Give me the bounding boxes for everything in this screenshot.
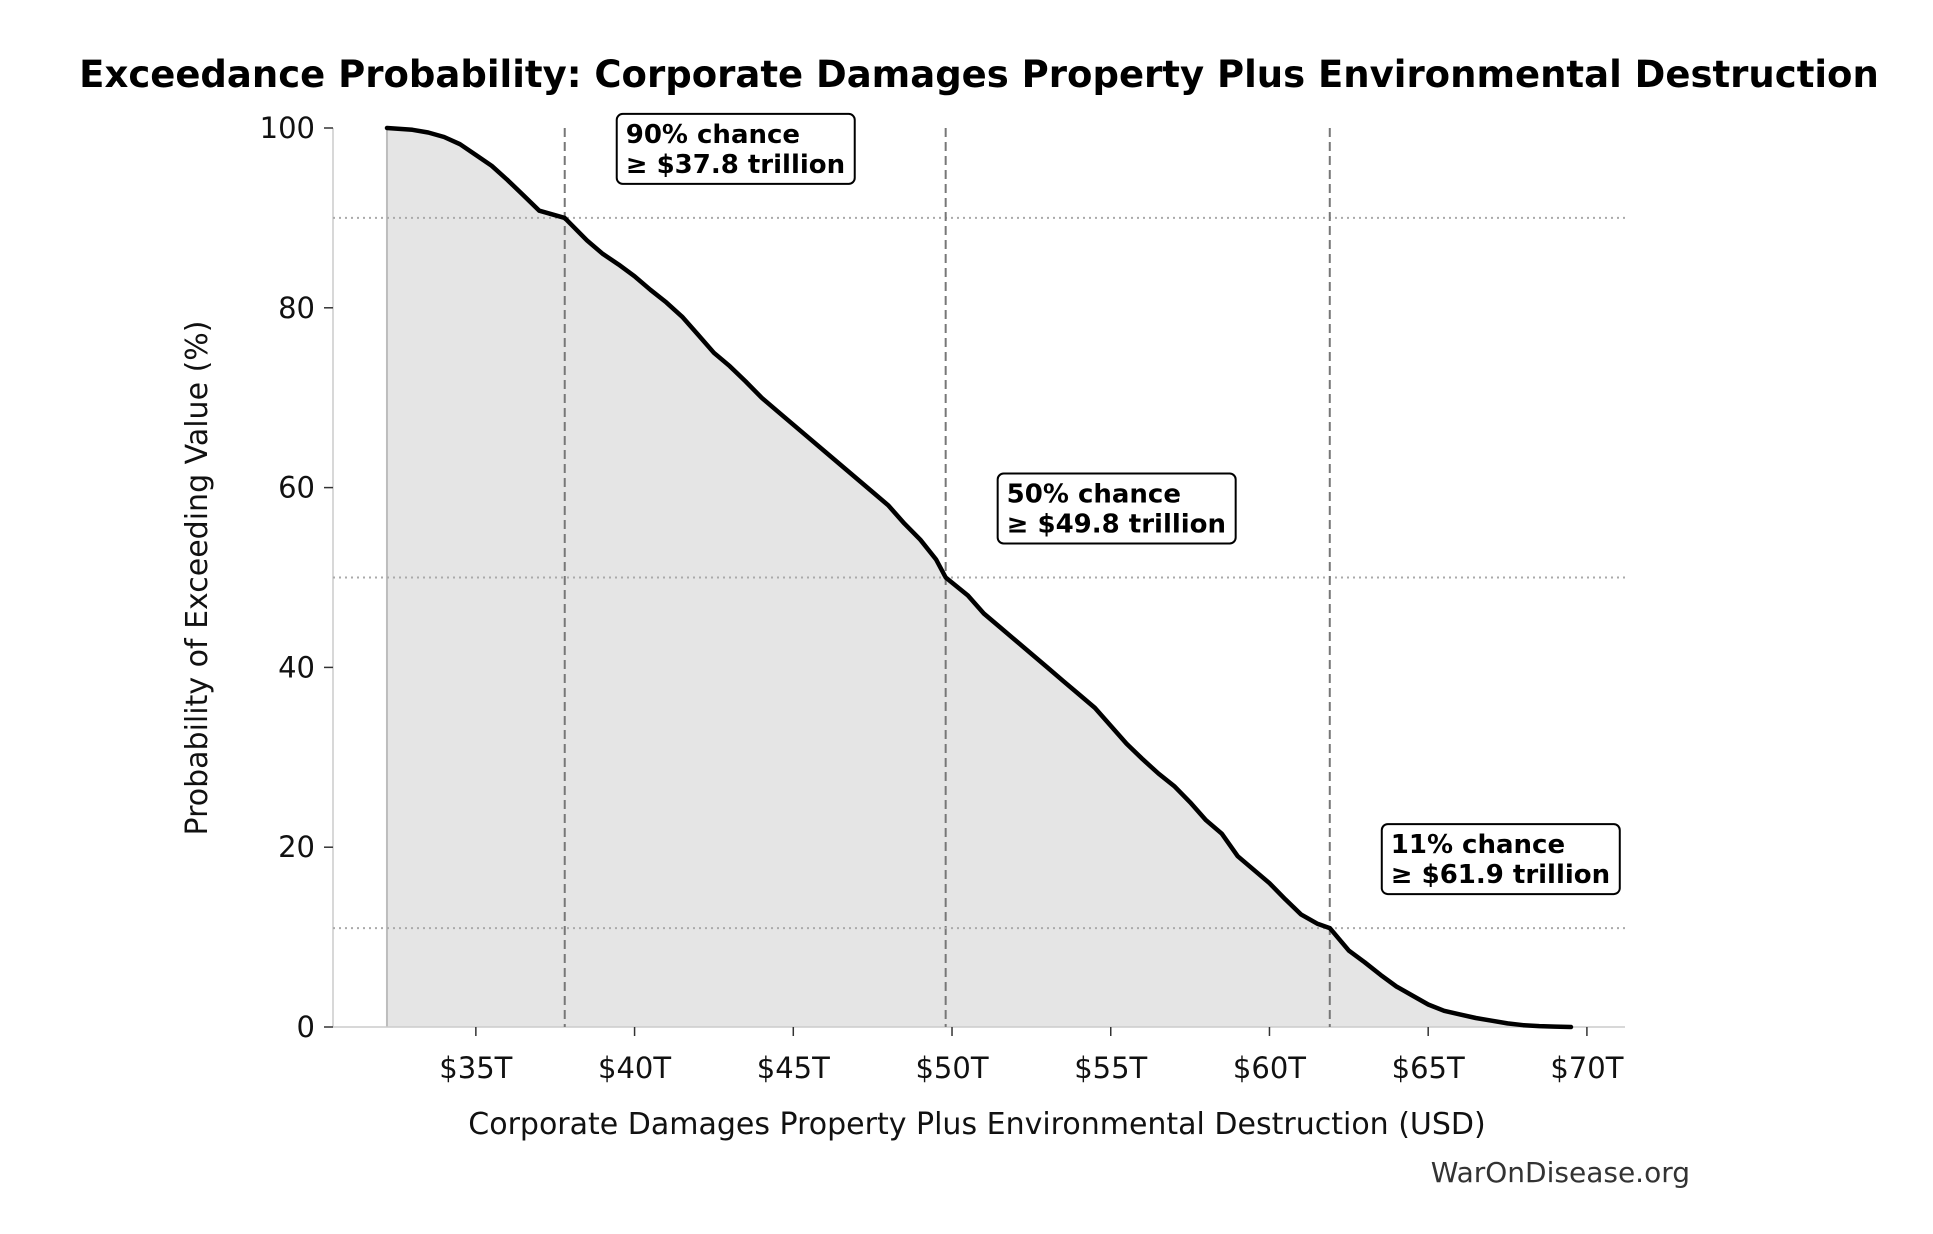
x-tick-label: $65T	[1392, 1051, 1465, 1085]
annotation-value: ≥ $61.9 trillion	[1391, 860, 1610, 890]
y-tick-label: 20	[278, 830, 315, 864]
y-axis-label: Probability of Exceeding Value (%)	[180, 321, 215, 836]
x-tick-label: $70T	[1550, 1051, 1623, 1085]
y-tick-label: 60	[278, 471, 315, 505]
source-label: WarOnDisease.org	[1431, 1156, 1690, 1189]
x-tick-label: $40T	[598, 1051, 671, 1085]
annotation-box	[1380, 823, 1621, 896]
annotation-value: ≥ $37.8 trillion	[626, 150, 845, 180]
exceedance-area	[387, 128, 1571, 1027]
annotation-probability: 11% chance	[1391, 830, 1565, 860]
annotation-probability: 90% chance	[626, 120, 800, 150]
plot-area: 0 20 40 60 80 100 $35T $40T $45T $50T $55T $60T $65T…	[260, 111, 1625, 1085]
y-tick-label: 40	[278, 650, 315, 684]
x-tick-label: $55T	[1074, 1051, 1147, 1085]
x-axis-label: Corporate Damages Property Plus Environm…	[468, 1107, 1485, 1142]
annotation-box	[996, 472, 1237, 545]
annotation-probability: 50% chance	[1007, 480, 1181, 510]
y-tick-label: 80	[278, 291, 315, 325]
annotation: 50% chance≥ $49.8 trillion	[996, 472, 1237, 545]
x-tick-label: $60T	[1233, 1051, 1306, 1085]
annotation-box	[615, 112, 856, 185]
annotation-value: ≥ $49.8 trillion	[1007, 510, 1226, 540]
chart-title: Exceedance Probability: Corporate Damage…	[79, 53, 1879, 96]
y-tick-label: 100	[260, 111, 315, 145]
y-tick-label: 0	[297, 1010, 315, 1044]
x-tick-label: $50T	[915, 1051, 988, 1085]
annotation: 11% chance≥ $61.9 trillion	[1380, 823, 1621, 896]
x-tick-label: $45T	[757, 1051, 830, 1085]
x-tick-label: $35T	[439, 1051, 512, 1085]
exceedance-curve	[384, 125, 1574, 1030]
annotation: 90% chance≥ $37.8 trillion	[615, 112, 856, 185]
